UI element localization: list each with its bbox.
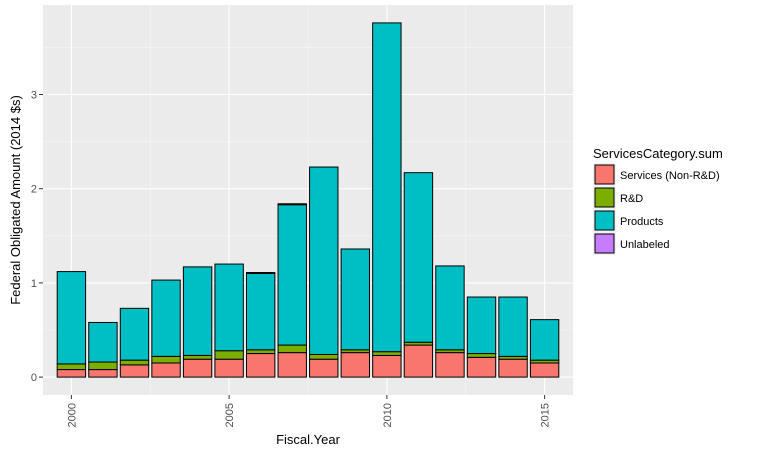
legend-key xyxy=(594,164,615,185)
bar-segment xyxy=(56,271,87,365)
y-tick-label: 0 xyxy=(31,372,37,384)
bar-segment xyxy=(277,204,307,346)
bar-segment xyxy=(309,358,339,378)
y-tick-label: 2 xyxy=(31,184,37,196)
bar-segment xyxy=(245,353,276,378)
legend-label: R&D xyxy=(620,193,643,205)
bar-segment xyxy=(245,272,276,351)
bar-segment xyxy=(372,351,402,356)
bar-segment xyxy=(498,296,528,357)
bar-segment xyxy=(340,248,371,351)
y-tick-label: 3 xyxy=(31,89,37,101)
bar-segment xyxy=(88,361,118,371)
bar-segment xyxy=(245,349,276,355)
y-axis-title: Federal Obligated Amount (2014 $s) xyxy=(8,95,23,305)
bar-segment xyxy=(340,352,371,378)
bar-segment xyxy=(182,266,213,356)
bar-segment xyxy=(277,203,307,206)
bar-segment xyxy=(151,362,181,378)
legend-label: Services (Non-R&D) xyxy=(620,170,720,182)
bar-segment xyxy=(88,321,118,363)
bar-segment xyxy=(403,172,434,343)
bar-segment xyxy=(182,354,213,360)
bar-segment xyxy=(466,353,497,358)
bar-segment xyxy=(498,358,528,378)
legend: ServicesCategory.sum Services (Non-R&D) R… xyxy=(593,146,723,255)
bar-segment xyxy=(119,307,150,361)
bar-segment xyxy=(214,263,244,352)
legend-items: Services (Non-R&D) R&D Products Unlabeled xyxy=(593,163,720,255)
bar-segment xyxy=(435,265,465,351)
legend-key xyxy=(594,210,615,231)
bar-segment xyxy=(182,358,213,378)
bar-segment xyxy=(88,369,118,378)
bar-segment xyxy=(529,362,560,378)
bar-segment xyxy=(277,352,307,378)
bar-segment xyxy=(151,355,181,364)
legend-label: Products xyxy=(620,216,664,228)
x-tick-label: 2015 xyxy=(540,403,552,427)
bar-segment xyxy=(214,350,244,360)
bar-segment xyxy=(435,352,465,378)
bar-segment xyxy=(529,319,560,361)
bar-segment xyxy=(214,358,244,378)
y-tick-label: 1 xyxy=(31,278,37,290)
bars xyxy=(56,22,560,378)
bar-segment xyxy=(403,344,434,378)
x-tick-label: 2010 xyxy=(382,403,394,427)
x-axis-title: Fiscal.Year xyxy=(276,432,340,447)
bar-segment xyxy=(309,166,339,355)
bar-segment xyxy=(372,22,402,353)
legend-label: Unlabeled xyxy=(620,239,670,251)
bar-segment xyxy=(151,279,181,357)
x-tick-label: 2000 xyxy=(66,403,78,427)
bar-segment xyxy=(309,353,339,360)
x-tick-label: 2005 xyxy=(224,403,236,427)
bar-segment xyxy=(372,354,402,378)
bar-segment xyxy=(277,344,307,354)
bar-segment xyxy=(466,296,497,355)
bar-segment xyxy=(245,272,276,274)
legend-key xyxy=(594,187,615,208)
legend-key xyxy=(594,233,615,254)
bar-segment xyxy=(119,359,150,366)
legend-title: ServicesCategory.sum xyxy=(593,146,723,161)
bar-segment xyxy=(56,363,87,371)
bar-segment xyxy=(466,356,497,378)
bar-segment xyxy=(56,369,87,378)
bar-segment xyxy=(119,364,150,378)
axis-ticks: 2000 2005 2010 2015 0 1 2 3 xyxy=(31,89,552,427)
